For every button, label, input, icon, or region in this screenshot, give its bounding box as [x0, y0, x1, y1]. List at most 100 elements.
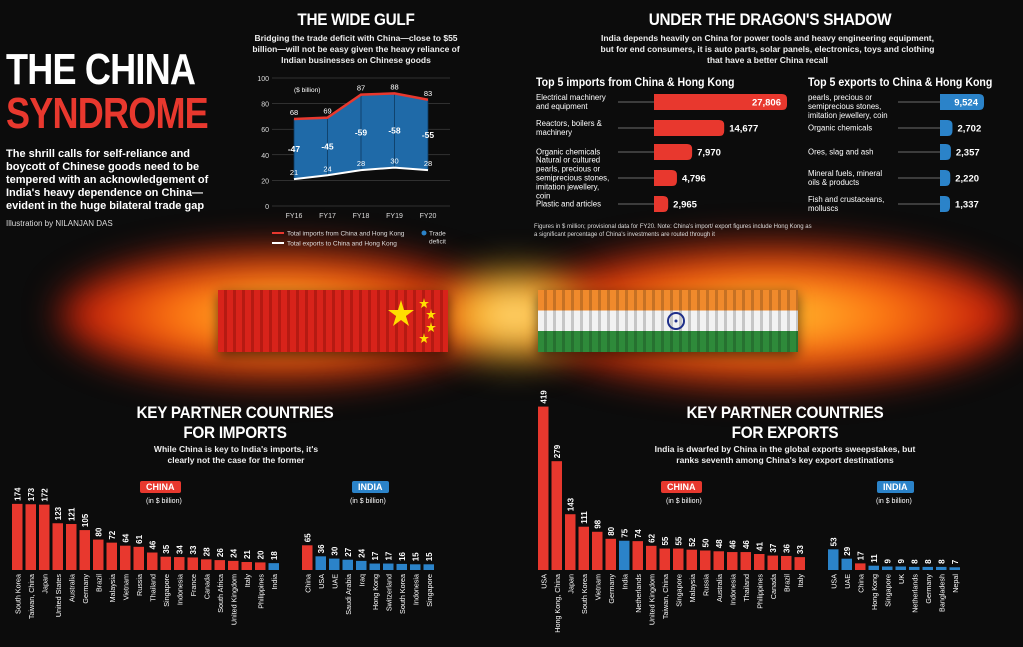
- category-label: Indonesia: [728, 574, 737, 605]
- x-tick-label: FY19: [386, 213, 403, 220]
- deficit-value-label: -55: [422, 130, 435, 140]
- gulf-title: THE WIDE GULF: [297, 10, 415, 29]
- bar-value-label: 172: [40, 488, 49, 502]
- imports-india-chart: 65 China 36 USA 30 UAE 27 Saudi Arabia 24 Iraq 17 H…: [302, 533, 434, 615]
- bar: [342, 559, 353, 570]
- category-label: Reactors, boilers &: [536, 119, 603, 128]
- category-label: Netherlands: [634, 574, 643, 613]
- bar: [66, 524, 77, 570]
- bar-value-label: 111: [580, 511, 589, 524]
- bar-value-label: 9: [883, 558, 892, 563]
- bar-value-label: 105: [81, 513, 90, 527]
- bar-value-label: 8: [937, 559, 946, 564]
- category-label: Germany: [924, 574, 933, 604]
- category-label: Russia: [135, 574, 144, 596]
- bar: [160, 556, 171, 570]
- bar-value-label: 46: [148, 540, 157, 549]
- category-label: South Korea: [13, 574, 22, 614]
- bar: [605, 538, 616, 570]
- exports-india-chart: 53 USA 29 UAE 17 China 11 Hong Kong 9 Singapore 9 U…: [828, 537, 960, 613]
- category-label: Malaysia: [108, 574, 117, 602]
- category-label: Canada: [202, 574, 211, 599]
- category-label: Vietnam: [593, 574, 602, 600]
- bar-value-label: 16: [398, 551, 407, 560]
- bar-value-label: 30: [330, 546, 339, 555]
- category-label: Japan: [40, 574, 49, 594]
- category-label: USA: [317, 574, 326, 589]
- category-label: Hong Kong, China: [553, 574, 562, 633]
- dragon-title: UNDER THE DRAGON'S SHADOW: [648, 10, 892, 29]
- imports-value-label: 88: [390, 82, 398, 91]
- bar-value-label: 17: [856, 551, 865, 560]
- bar-value-label: 17: [371, 551, 380, 560]
- imports-india-badge: INDIA: [352, 481, 389, 493]
- bar-value-label: 28: [202, 547, 211, 556]
- bar-value-label: 35: [162, 544, 171, 553]
- category-label: Germany: [607, 574, 616, 604]
- bar-value-label: 14,677: [729, 124, 758, 135]
- bar: [133, 546, 144, 570]
- imports-china-badge: CHINA: [140, 481, 181, 493]
- bar: [329, 558, 340, 570]
- gulf-subtitle: Bridging the trade deficit with China—cl…: [252, 33, 460, 65]
- category-label: Organic chemicals: [808, 124, 872, 133]
- category-label: Hong Kong: [870, 574, 879, 610]
- bar-value-label: 173: [27, 487, 36, 501]
- bar-value-label: 4,796: [682, 174, 706, 185]
- imports-india-unit: (in $ billion): [350, 498, 386, 505]
- category-label: United Kingdom: [647, 574, 656, 625]
- category-label: Italy: [243, 574, 252, 588]
- imports-partners-title-line1: KEY PARTNER COUNTRIES: [136, 403, 334, 422]
- gulf-chart: 0 20 40 60 80 100 ($ billion) 68 21 -47 FY16 69 24 -4…: [257, 76, 450, 248]
- bar-value-label: 7,970: [697, 148, 721, 159]
- category-label: Mineral fuels, mineral: [808, 169, 882, 178]
- category-label: Brazil: [782, 574, 791, 592]
- bar-value-label: 9: [897, 558, 906, 563]
- bar: [646, 545, 657, 570]
- bar: [315, 556, 326, 570]
- bar-value-label: 8: [924, 559, 933, 564]
- category-label: imitation jewellery,: [536, 183, 599, 192]
- bar: [949, 567, 960, 570]
- bar: [940, 94, 984, 110]
- category-label: Hong Kong: [371, 574, 380, 610]
- imports-partners-subtitle: While China is key to India's imports, i…: [153, 444, 319, 465]
- category-label: UAE: [843, 574, 852, 589]
- exports-partners-title-line1: KEY PARTNER COUNTRIES: [686, 403, 884, 422]
- category-label: Russia: [701, 574, 710, 596]
- category-label: Natural or cultured: [808, 92, 872, 93]
- bar-value-label: 24: [229, 548, 238, 557]
- category-label: Singapore: [674, 574, 683, 607]
- exports-value-label: 24: [323, 164, 331, 173]
- category-label: China: [856, 574, 865, 593]
- category-label: Iraq: [357, 574, 366, 586]
- imports-value-label: 68: [290, 108, 298, 117]
- bar: [654, 94, 787, 110]
- category-label: Plastic and articles: [536, 200, 601, 209]
- legend-exports-label: Total exports to China and Hong Kong: [287, 241, 397, 248]
- bar: [592, 531, 603, 570]
- category-label: Nepal: [951, 574, 960, 593]
- x-tick-label: FY16: [286, 213, 303, 220]
- deficit-value-label: -59: [355, 127, 368, 137]
- bar-value-label: 26: [216, 548, 225, 557]
- bar-value-label: 143: [566, 497, 575, 511]
- category-label: Singapore: [425, 574, 434, 607]
- bar-value-label: 27,806: [752, 98, 781, 109]
- bar-value-label: 2,965: [673, 200, 697, 211]
- category-label: Malaysia: [688, 574, 697, 602]
- category-label: Indonesia: [175, 574, 184, 605]
- category-label: Singapore: [162, 574, 171, 607]
- bar: [369, 563, 380, 570]
- bar: [120, 545, 131, 570]
- category-label: Singapore: [883, 574, 892, 607]
- bar-value-label: 18: [270, 551, 279, 560]
- china-flag-stars: [388, 298, 436, 343]
- dragon-note: Figures in $ million; provisional data f…: [534, 224, 812, 238]
- bar-value-label: 15: [411, 552, 420, 561]
- bar-value-label: 1,337: [955, 200, 979, 211]
- bar-value-label: 123: [54, 506, 63, 520]
- x-tick-label: FY17: [319, 213, 336, 220]
- bar: [828, 549, 839, 570]
- category-label: Switzerland: [384, 574, 393, 611]
